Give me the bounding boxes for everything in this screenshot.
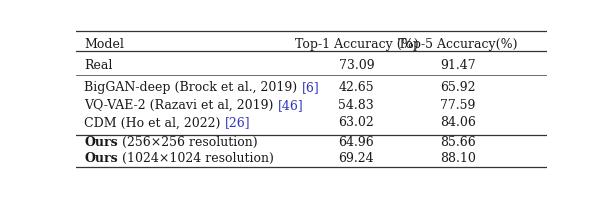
Text: 84.06: 84.06 xyxy=(440,116,475,129)
Text: 88.10: 88.10 xyxy=(440,152,475,165)
Text: Ours: Ours xyxy=(85,136,118,149)
Text: (256×256 resolution): (256×256 resolution) xyxy=(118,136,258,149)
Text: 54.83: 54.83 xyxy=(339,98,375,111)
Text: 85.66: 85.66 xyxy=(440,136,475,149)
Text: 42.65: 42.65 xyxy=(339,81,374,94)
Text: Ours: Ours xyxy=(85,152,118,165)
Text: Top-5 Accuracy(%): Top-5 Accuracy(%) xyxy=(398,37,517,50)
Text: (1024×1024 resolution): (1024×1024 resolution) xyxy=(118,152,274,165)
Text: 63.02: 63.02 xyxy=(339,116,375,129)
Text: [46]: [46] xyxy=(278,98,303,111)
Text: Top-1 Accuracy (%): Top-1 Accuracy (%) xyxy=(294,37,418,50)
Text: CDM (Ho et al, 2022): CDM (Ho et al, 2022) xyxy=(85,116,225,129)
Text: Model: Model xyxy=(85,37,125,50)
Text: [6]: [6] xyxy=(302,81,319,94)
Text: 65.92: 65.92 xyxy=(440,81,475,94)
Text: 73.09: 73.09 xyxy=(339,59,374,72)
Text: 64.96: 64.96 xyxy=(339,136,375,149)
Text: [26]: [26] xyxy=(225,116,250,129)
Text: Real: Real xyxy=(85,59,113,72)
Text: 77.59: 77.59 xyxy=(440,98,475,111)
Text: BigGAN-deep (Brock et al., 2019): BigGAN-deep (Brock et al., 2019) xyxy=(85,81,302,94)
Text: VQ-VAE-2 (Razavi et al, 2019): VQ-VAE-2 (Razavi et al, 2019) xyxy=(85,98,278,111)
Text: 69.24: 69.24 xyxy=(339,152,374,165)
Text: 91.47: 91.47 xyxy=(440,59,475,72)
